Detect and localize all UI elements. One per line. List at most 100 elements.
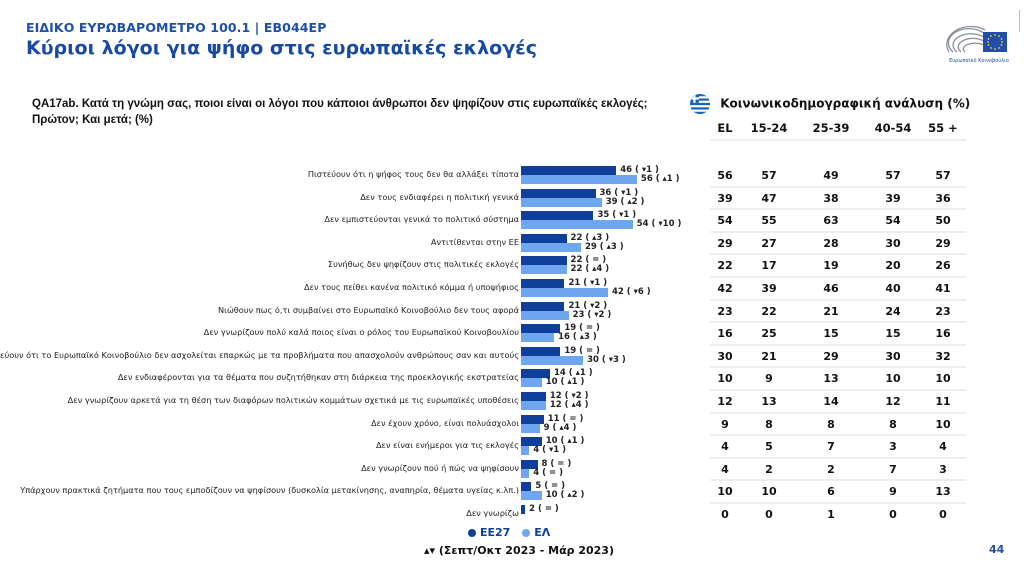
column-header: 55 + <box>928 121 958 135</box>
table-row-divider <box>710 276 966 278</box>
table-cell: 1 <box>827 508 835 521</box>
data-label-eu27: 10 ( ▴1 ) <box>545 436 585 447</box>
table-cell: 7 <box>889 462 897 476</box>
column-header: EL <box>717 121 733 135</box>
chart-legend: ΕΕ27 ΕΛ <box>468 526 558 539</box>
data-label-el: 39 ( ▴2 ) <box>605 196 645 207</box>
table-cell: 13 <box>935 485 951 499</box>
data-label-eu27: 22 ( = ) <box>570 255 607 266</box>
table-cell: 29 <box>823 349 839 363</box>
table-cell: 38 <box>823 191 839 205</box>
table-cell: 10 <box>935 417 951 431</box>
table-cell: 16 <box>717 327 733 341</box>
bar-eu27 <box>521 369 550 379</box>
table-cell: 47 <box>761 191 777 205</box>
table-cell: 21 <box>761 349 777 363</box>
bar-eu27 <box>521 324 561 334</box>
table-row-divider <box>710 434 966 437</box>
table-cell: 6 <box>827 485 835 499</box>
table-row-divider <box>710 230 966 233</box>
table-row-divider <box>710 253 966 256</box>
legend-dot-eu27 <box>468 529 476 537</box>
table-cell: 39 <box>761 282 777 295</box>
category-label: Δεν γνωρίζω <box>466 508 519 518</box>
column-header: 15-24 <box>750 121 788 135</box>
data-label-el: 10 ( ▴1 ) <box>545 377 585 388</box>
table-cell: 3 <box>889 440 897 454</box>
category-label: Νιώθουν πως ό,τι συμβαίνει στο Ευρωπαϊκό… <box>218 304 519 315</box>
table-cell: 5 <box>765 440 773 454</box>
category-label: Δεν γνωρίζουν αρκετά για τη θέση των δια… <box>67 395 519 405</box>
table-cell: 25 <box>761 327 777 341</box>
bar-eu27 <box>521 392 546 401</box>
bar-el <box>521 220 633 230</box>
logo-caption: Ευρωπαϊκό Κοινοβούλιο <box>949 58 1009 64</box>
table-cell: 40 <box>885 282 901 295</box>
table-cell: 0 <box>721 508 729 521</box>
data-label-eu27: 46 ( ▾1 ) <box>620 165 659 175</box>
data-label-el: 10 ( ▴2 ) <box>545 490 585 501</box>
data-label-eu27: 19 ( = ) <box>564 345 600 356</box>
bar-eu27 <box>521 211 594 221</box>
table-cell: 21 <box>823 304 839 318</box>
bar-el <box>521 242 582 252</box>
column-header: 40-54 <box>874 121 912 135</box>
table-cell: 10 <box>885 372 901 386</box>
legend-item-el: ΕΛ <box>522 526 550 539</box>
bar-eu27 <box>521 482 532 492</box>
table-header-divider <box>710 139 966 141</box>
bar-eu27 <box>521 505 526 514</box>
data-label-eu27: 14 ( ▴1 ) <box>553 368 593 379</box>
data-label-eu27: 11 ( = ) <box>547 413 584 424</box>
bar-eu27 <box>521 279 565 288</box>
parliament-hemicycle-icon <box>946 25 1007 53</box>
data-label-el: 16 ( ▴3 ) <box>558 332 597 343</box>
table-cell: 7 <box>827 440 835 454</box>
bar-el <box>521 378 542 388</box>
table-cell: 30 <box>885 349 901 363</box>
table-cell: 57 <box>885 169 901 182</box>
data-label-el: 30 ( ▾3 ) <box>587 354 626 365</box>
table-cell: 29 <box>717 236 733 250</box>
data-label-el: 23 ( ▾2 ) <box>572 309 612 320</box>
table-cell: 56 <box>717 169 733 182</box>
legend-item-eu27: ΕΕ27 <box>468 526 514 539</box>
table-cell: 12 <box>717 395 733 408</box>
category-label: Δεν γνωρίζουν πού ή πώς να ψηφίσουν <box>361 462 519 473</box>
table-cell: 22 <box>761 304 777 318</box>
bar-el <box>521 265 567 275</box>
table-cell: 16 <box>935 327 951 341</box>
table-cell: 29 <box>935 236 951 250</box>
data-label-eu27: 5 ( = ) <box>535 481 566 492</box>
category-label: Συνήθως δεν ψηφίζουν στις πολιτικές εκλο… <box>327 259 519 270</box>
bar-eu27 <box>521 414 544 424</box>
category-label: Αντιτίθενται στην ΕΕ <box>430 236 519 247</box>
bar-el <box>521 175 637 184</box>
category-label: Πιστεύουν ότι η ψήφος τους δεν θα αλλάξε… <box>307 169 519 179</box>
table-cell: 8 <box>889 417 897 431</box>
table-cell: 30 <box>885 236 901 250</box>
table-cell: 0 <box>765 508 773 521</box>
bar-el <box>521 491 542 501</box>
table-cell: 14 <box>823 395 839 408</box>
demographic-analysis-title: Κοινωνικοδημογραφική ανάλυση (%) <box>720 96 971 111</box>
data-label-eu27: 21 ( ▾2 ) <box>568 300 608 311</box>
table-row-divider <box>710 502 966 504</box>
category-label: Δεν ενδιαφέρονται για τα θέματα που συζη… <box>117 372 519 383</box>
category-label: Πιστεύουν ότι το Ευρωπαϊκό Κοινοβούλιο δ… <box>0 349 519 360</box>
table-cell: 3 <box>939 462 947 476</box>
data-label-el: 12 ( ▴4 ) <box>549 400 589 410</box>
table-cell: 49 <box>823 169 839 182</box>
table-cell: 46 <box>823 282 839 295</box>
bar-el <box>521 468 530 478</box>
legend-dot-el <box>522 529 531 537</box>
data-label-el: 42 ( ▾6 ) <box>611 287 651 297</box>
legend-label-el: ΕΛ <box>534 526 551 539</box>
table-cell: 39 <box>717 191 733 205</box>
table-cell: 12 <box>885 395 901 408</box>
table-cell: 4 <box>721 462 729 476</box>
data-label-eu27: 19 ( = ) <box>564 323 600 334</box>
bar-el <box>521 310 569 320</box>
table-cell: 30 <box>717 349 733 363</box>
comparison-period: ▴▾ (Σεπτ/Οκτ 2023 - Μάρ 2023) <box>424 544 614 557</box>
